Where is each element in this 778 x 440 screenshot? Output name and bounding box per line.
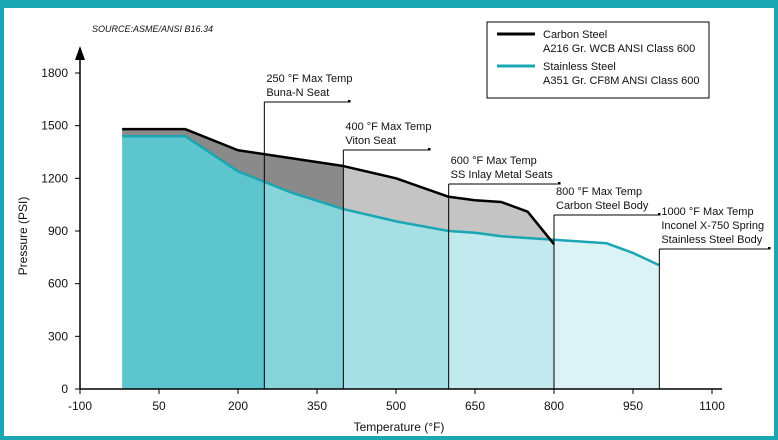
annotation-text-600-2: SS Inlay Metal Seats	[451, 169, 554, 181]
legend-label-2-2: A351 Gr. CF8M ANSI Class 600	[543, 75, 700, 87]
y-tick-label-1200: 1200	[41, 171, 68, 185]
y-tick-label-1800: 1800	[41, 66, 68, 80]
x-tick-label-800: 800	[544, 399, 564, 413]
x-tick-label-50: 50	[152, 399, 166, 413]
annotation-text-400-2: Viton Seat	[345, 135, 396, 147]
annotation-text-600-1: 600 °F Max Temp	[451, 155, 537, 167]
temperature-band-4	[448, 231, 554, 389]
y-tick-label-1500: 1500	[41, 119, 68, 133]
x-tick-label-1100: 1100	[699, 399, 725, 413]
annotation-text-1000-3: Stainless Steel Body	[661, 234, 762, 246]
x-tick-label-500: 500	[386, 399, 406, 413]
max-temp-leader-end-400	[428, 148, 431, 151]
annotation-text-800-2: Carbon Steel Body	[556, 200, 649, 212]
x-tick-label-350: 350	[307, 399, 327, 413]
carbon-steel-margin-dark	[122, 129, 344, 210]
max-temp-leader-end-600	[558, 182, 561, 185]
y-tick-label-0: 0	[61, 382, 68, 396]
source-note: SOURCE:ASME/ANSI B16.34	[92, 24, 213, 34]
y-axis-arrow	[75, 46, 85, 60]
plot-area: 250 °F Max Temp Buna-N Seat 400 °F Max Tem…	[41, 21, 771, 413]
annotation-text-250-2: Buna-N Seat	[266, 87, 329, 99]
legend-label-2-1: Stainless Steel	[543, 61, 616, 73]
annotation-text-250-1: 250 °F Max Temp	[266, 73, 352, 85]
legend-label-1-2: A216 Gr. WCB ANSI Class 600	[543, 43, 695, 55]
y-tick-label-300: 300	[48, 329, 68, 343]
x-axis-label: Temperature (°F)	[354, 420, 445, 434]
annotation-text-800-1: 800 °F Max Temp	[556, 186, 642, 198]
temperature-band-5	[554, 239, 660, 389]
temperature-band-3	[343, 209, 449, 389]
x-tick-label-650: 650	[465, 399, 485, 413]
max-temp-leader-end-800	[658, 213, 661, 216]
carbon-steel-line	[122, 127, 555, 245]
temperature-band-2	[264, 181, 344, 389]
legend-label-1-1: Carbon Steel	[543, 29, 607, 41]
y-tick-label-600: 600	[48, 277, 68, 291]
x-tick-label--100: -100	[68, 399, 92, 413]
max-temp-leader-end-1000	[768, 247, 771, 250]
y-axis-label: Pressure (PSI)	[16, 197, 30, 276]
x-tick-label-200: 200	[228, 399, 248, 413]
max-temp-leader-end-250	[348, 100, 351, 103]
annotation-text-1000-1: 1000 °F Max Temp	[661, 206, 753, 218]
y-tick-label-900: 900	[48, 224, 68, 238]
x-tick-label-950: 950	[623, 399, 643, 413]
temperature-band-1	[122, 136, 265, 389]
annotation-text-1000-2: Inconel X-750 Spring	[661, 220, 764, 232]
annotation-text-400-1: 400 °F Max Temp	[345, 121, 431, 133]
